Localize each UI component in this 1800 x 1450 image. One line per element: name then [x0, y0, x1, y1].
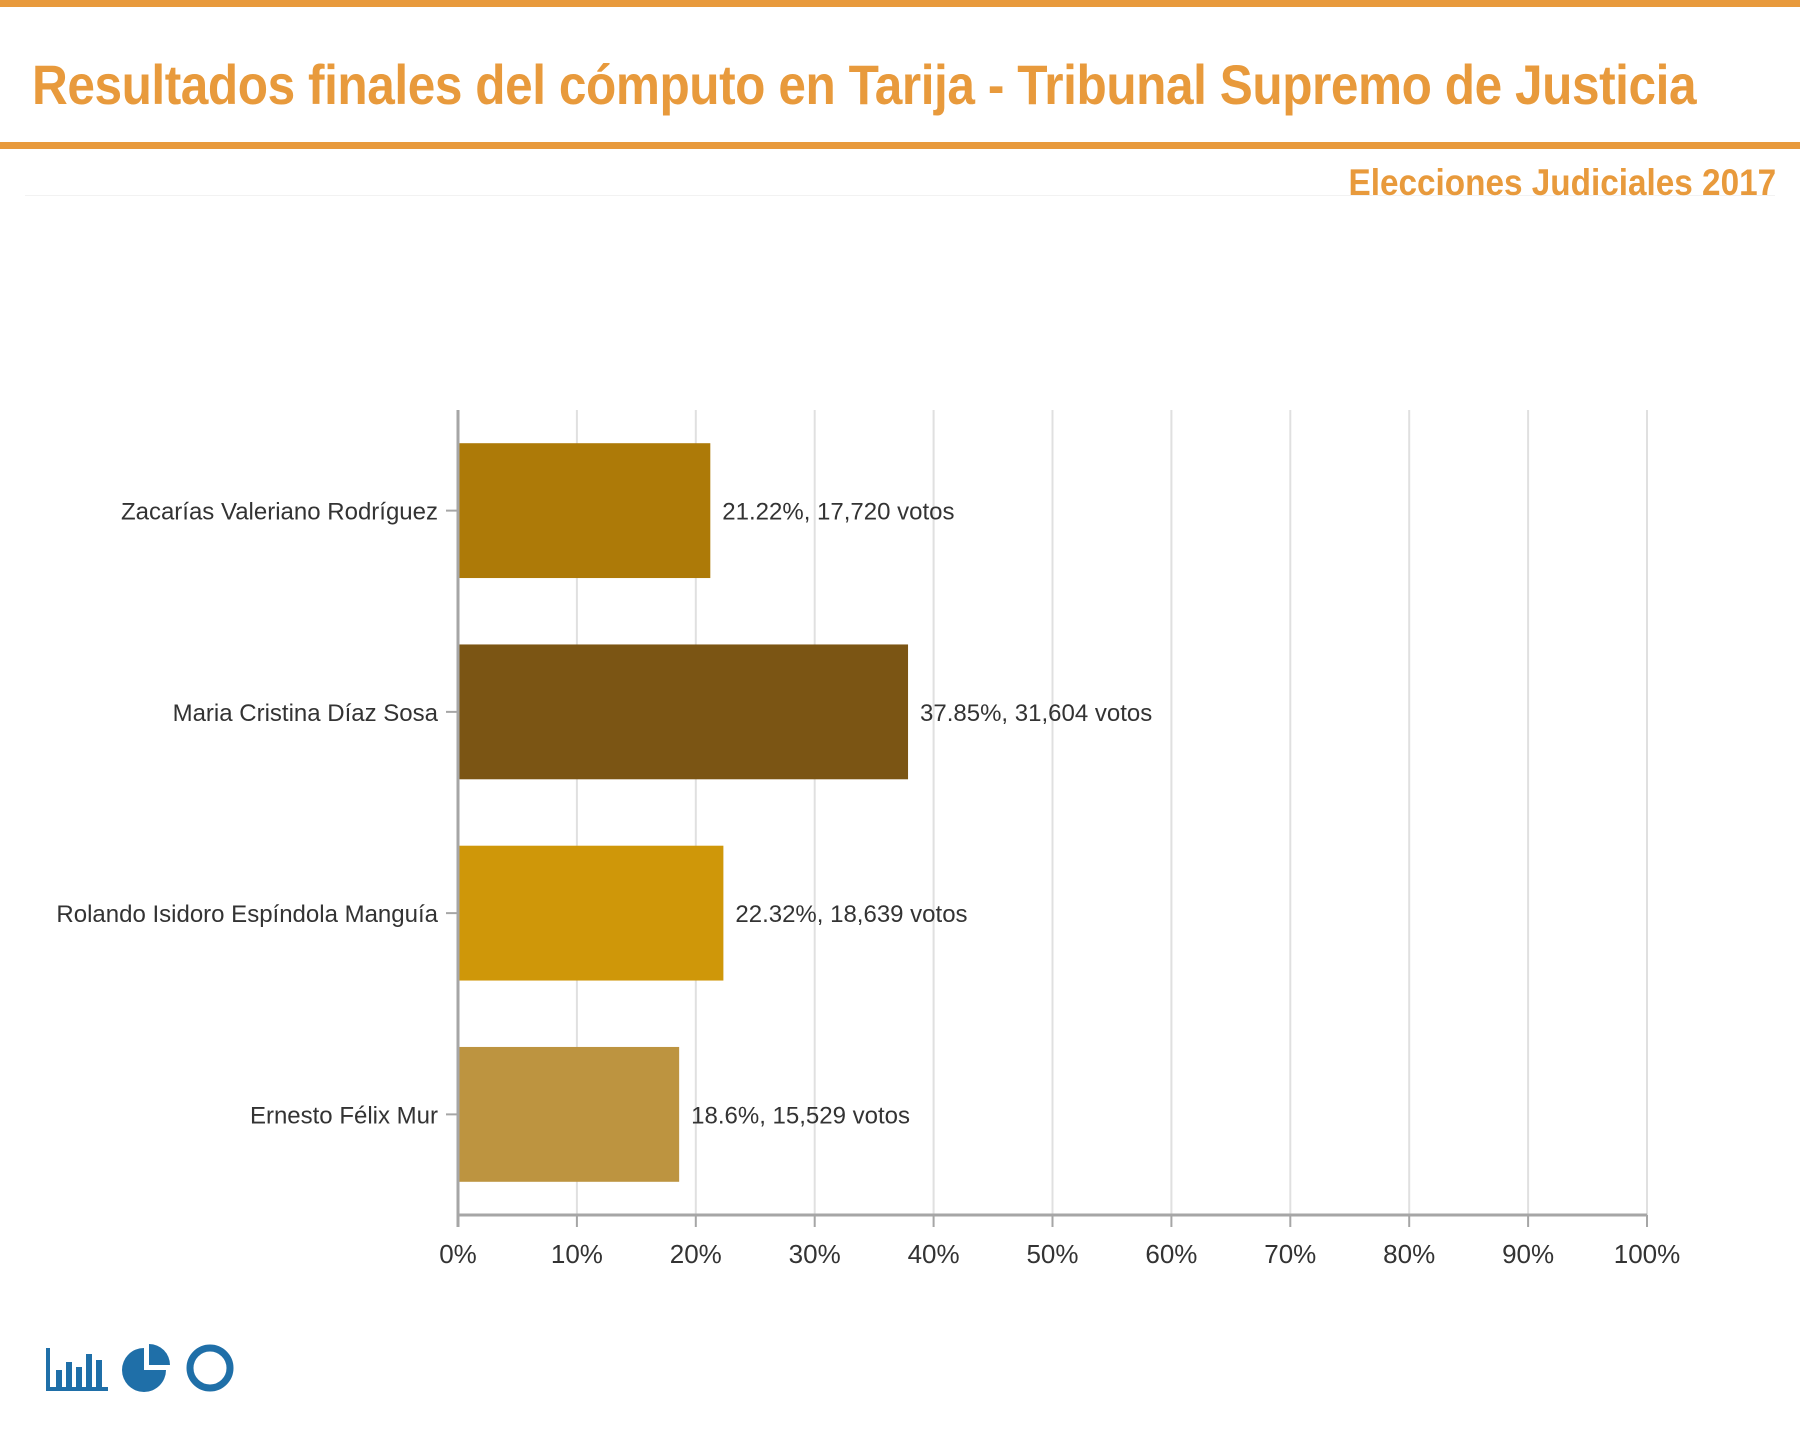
- bar: [458, 443, 711, 579]
- header-top-rule: [0, 0, 1800, 7]
- x-tick-label: 50%: [1026, 1239, 1078, 1269]
- data-label: 21.22%, 17,720 votos: [722, 499, 954, 526]
- bar: [458, 644, 909, 780]
- pie-chart-icon[interactable]: [118, 1340, 174, 1396]
- header-divider: [25, 195, 1775, 196]
- data-label: 22.32%, 18,639 votos: [735, 901, 967, 928]
- x-tick-label: 20%: [670, 1239, 722, 1269]
- bar: [458, 845, 724, 981]
- bars: [458, 443, 909, 1182]
- page-title: Resultados finales del cómputo en Tarija…: [32, 53, 1697, 116]
- x-tick-label: 10%: [551, 1239, 603, 1269]
- chart-type-switcher: [44, 1340, 244, 1396]
- donut-chart-icon[interactable]: [182, 1340, 238, 1396]
- category-label: Maria Cristina Díaz Sosa: [173, 700, 439, 727]
- category-label: Ernesto Félix Mur: [250, 1102, 438, 1129]
- x-tick-label: 90%: [1502, 1239, 1554, 1269]
- category-label: Zacarías Valeriano Rodríguez: [121, 499, 438, 526]
- data-label: 37.85%, 31,604 votos: [920, 700, 1152, 727]
- category-label: Rolando Isidoro Espíndola Manguía: [56, 901, 438, 928]
- header-bottom-rule: [0, 142, 1800, 149]
- x-tick-label: 0%: [439, 1239, 477, 1269]
- labels: 0% 10% 20% 30% 40% 50% 60% 70% 80% 90% 100% Zacaría…: [56, 499, 1680, 1269]
- x-tick-label: 60%: [1145, 1239, 1197, 1269]
- x-tick-label: 40%: [908, 1239, 960, 1269]
- x-tick-label: 30%: [789, 1239, 841, 1269]
- page-subtitle: Elecciones Judiciales 2017: [1348, 162, 1776, 203]
- bar: [458, 1046, 680, 1182]
- data-label: 18.6%, 15,529 votos: [691, 1102, 910, 1129]
- x-tick-label: 80%: [1383, 1239, 1435, 1269]
- x-tick-label: 70%: [1264, 1239, 1316, 1269]
- bar-chart-icon[interactable]: [44, 1340, 110, 1396]
- gridlines: [575, 410, 1648, 1215]
- x-tick-label: 100%: [1614, 1239, 1681, 1269]
- axes: [446, 410, 1648, 1227]
